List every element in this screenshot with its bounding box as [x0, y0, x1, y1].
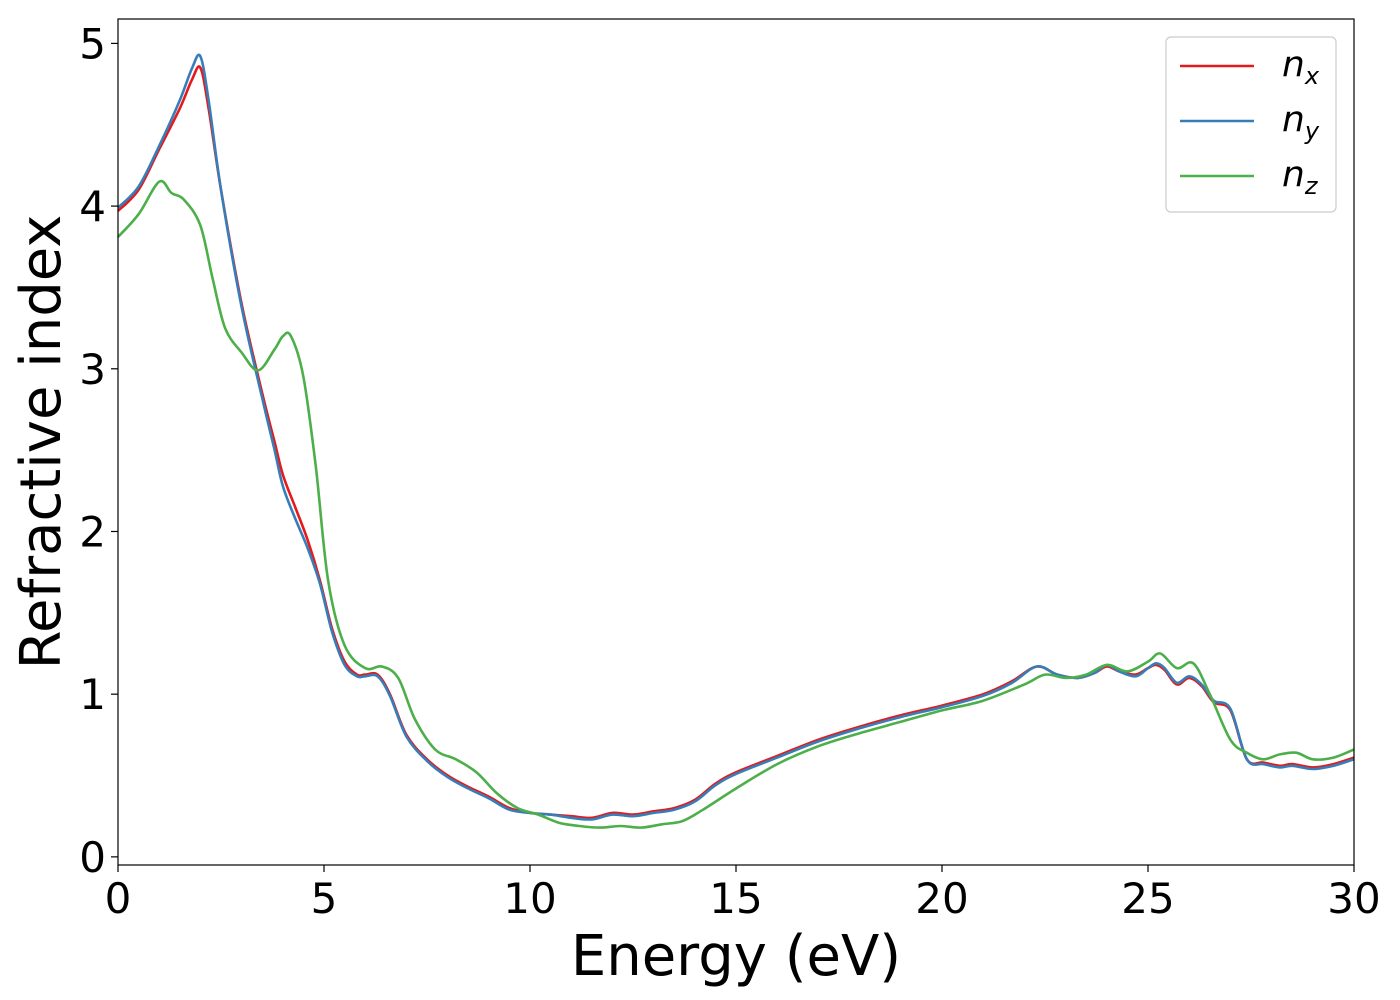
y-tick-label: 5	[79, 19, 106, 68]
x-tick-label: 20	[915, 874, 968, 923]
ticks-layer: 0 5 10 15 20 25 30 0 1 2 3 4 5	[79, 19, 1380, 923]
y-tick-label: 2	[79, 507, 106, 556]
x-tick-label: 5	[311, 874, 338, 923]
y-tick-label: 4	[79, 182, 106, 231]
x-tick-label: 30	[1327, 874, 1380, 923]
legend-label-x: nx	[1282, 44, 1320, 90]
y-tick-label: 1	[79, 670, 106, 719]
series-line-z	[117, 179, 1355, 829]
y-axis-label: Refractive index	[9, 215, 74, 670]
y-tick-label: 0	[79, 833, 106, 882]
x-tick-label: 15	[709, 874, 762, 923]
y-tick-label: 3	[79, 345, 106, 394]
x-axis-label: Energy (eV)	[571, 924, 901, 989]
legend-label-z: nz	[1282, 154, 1319, 200]
series-line-y	[117, 53, 1355, 821]
x-tick-label: 10	[503, 874, 556, 923]
x-tick-label: 25	[1121, 874, 1174, 923]
series-layer	[117, 53, 1355, 829]
x-tick-label: 0	[105, 874, 132, 923]
legend-box	[1165, 36, 1337, 213]
legend: nx ny nz	[1165, 36, 1337, 213]
series-line-x	[117, 65, 1355, 820]
legend-label-y: ny	[1282, 99, 1320, 145]
